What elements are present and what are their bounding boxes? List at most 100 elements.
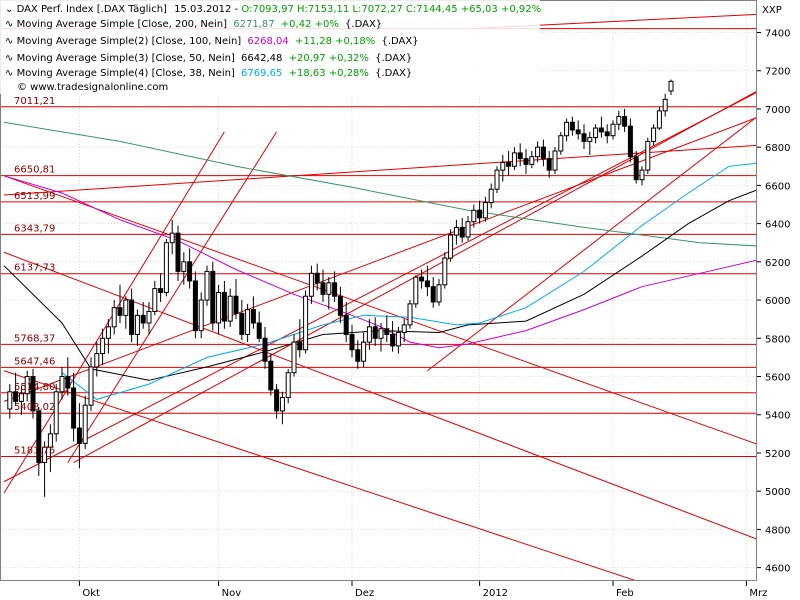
- y-tick-label: 6200: [765, 258, 790, 269]
- candle-body: [152, 288, 158, 313]
- candle-body: [361, 341, 367, 362]
- candle-body: [181, 261, 187, 272]
- candle-body: [436, 284, 442, 303]
- candle-body: [656, 110, 662, 129]
- candle-body: [424, 280, 430, 288]
- candle-body: [662, 98, 668, 112]
- candle-body: [59, 376, 65, 393]
- collapse-icon[interactable]: ⌄: [5, 4, 17, 15]
- candle-body: [384, 328, 390, 335]
- level-label: 7011,21: [14, 96, 55, 107]
- candle-body: [268, 360, 274, 391]
- candle-body: [111, 307, 117, 328]
- y-tick-label: 4600: [765, 564, 790, 575]
- moving-average-line: [3, 121, 757, 247]
- candle-body: [291, 341, 297, 374]
- candle-body: [332, 282, 338, 297]
- x-tick-label: Feb: [616, 588, 634, 599]
- moving-average-line: [61, 162, 757, 400]
- candle-body: [627, 125, 633, 158]
- candle-body: [13, 391, 19, 402]
- candle-body: [558, 135, 564, 152]
- candle-body: [245, 309, 251, 335]
- candle-body: [552, 150, 558, 171]
- candle-body: [343, 314, 349, 335]
- candle-body: [326, 282, 332, 295]
- candle-body: [633, 156, 639, 181]
- candle-body: [65, 376, 71, 389]
- moving-average-line: [3, 189, 757, 381]
- legend-value: 6268,04: [247, 36, 288, 47]
- candle-body: [488, 188, 494, 204]
- candle-body: [279, 397, 285, 412]
- legend-change: +20,97 +0,32%: [289, 53, 369, 64]
- level-labels: 7011,21 6650,81 6513,99 6343,79 6137,73 5768,…: [14, 96, 55, 457]
- level-label: 6343,79: [14, 223, 55, 234]
- candle-body: [303, 295, 309, 351]
- candle-body: [140, 314, 146, 324]
- x-tick-label: Okt: [82, 588, 100, 599]
- level-label: 6137,73: [14, 263, 55, 274]
- y-tick-label: 5800: [765, 334, 790, 345]
- candle-body: [285, 372, 291, 399]
- chart-title: DAX Perf. Index [.DAX Täglich]: [17, 4, 167, 15]
- trendline: [73, 90, 757, 463]
- candle-body: [320, 282, 326, 295]
- legend-suffix: {.DAX}: [381, 36, 418, 47]
- candle-body: [123, 299, 129, 316]
- legend-label: Moving Average Simple [Close, 200, Nein]: [17, 19, 228, 30]
- candle-body: [7, 391, 13, 410]
- candle-body: [117, 307, 123, 316]
- candle-body: [477, 209, 483, 219]
- y-tick-label: 6400: [765, 220, 790, 231]
- legend-item-ma50[interactable]: ∿ Moving Average Simple(3) [Close, 50, N…: [5, 53, 412, 64]
- moving-averages: [3, 121, 757, 400]
- candle-body: [88, 366, 94, 406]
- legend-item-ma200[interactable]: ∿ Moving Average Simple [Close, 200, Nei…: [5, 19, 382, 30]
- candle-body: [71, 387, 77, 429]
- candle-body: [105, 326, 111, 339]
- header-background: [0, 0, 540, 94]
- candle-body: [482, 202, 488, 219]
- line-icon: ∿: [5, 19, 13, 30]
- candle-body: [233, 295, 239, 314]
- legend-label: Moving Average Simple(3) [Close, 50, Nei…: [17, 53, 235, 64]
- candle-body: [413, 276, 419, 305]
- candle-body: [546, 158, 552, 171]
- trendline: [427, 116, 757, 372]
- candle-body: [146, 311, 152, 324]
- candle-body: [419, 276, 425, 282]
- chart-ohlc: O:7093,97 H:7153,11 L:7072,27 C:7144,45 …: [241, 4, 541, 15]
- candle-body: [355, 349, 361, 362]
- candle-body: [372, 326, 378, 339]
- candle-body: [639, 169, 645, 181]
- level-label: 5647,46: [14, 356, 55, 367]
- trendline: [3, 144, 757, 196]
- y-tick-label: 6600: [765, 181, 790, 192]
- level-label: 6513,99: [14, 191, 55, 202]
- candle-body: [517, 152, 523, 160]
- trendline: [3, 91, 757, 483]
- candle-body: [158, 288, 164, 293]
- legend-suffix: {.DAX}: [375, 53, 412, 64]
- plot-background: [0, 0, 757, 581]
- level-label: 6650,81: [14, 165, 55, 176]
- candle-body: [337, 295, 343, 316]
- candle-body: [506, 161, 512, 167]
- candle-body: [30, 376, 36, 412]
- candle-body: [129, 299, 135, 335]
- header-sep: -: [235, 4, 242, 15]
- trendline: [3, 251, 757, 540]
- candle-body: [42, 446, 48, 464]
- y-tick-label: 5200: [765, 449, 790, 460]
- legend-item-ma38[interactable]: ∿ Moving Average Simple(4) [Close, 38, N…: [5, 68, 412, 79]
- trendline: [67, 131, 278, 463]
- candle-body: [622, 116, 628, 127]
- y-tick-label: 7400: [765, 28, 790, 39]
- legend-item-ma100[interactable]: ∿ Moving Average Simple(2) [Close, 100, …: [5, 36, 419, 47]
- candle-body: [401, 324, 407, 334]
- line-icon: ∿: [5, 53, 13, 64]
- y-tick-label: 6800: [765, 143, 790, 154]
